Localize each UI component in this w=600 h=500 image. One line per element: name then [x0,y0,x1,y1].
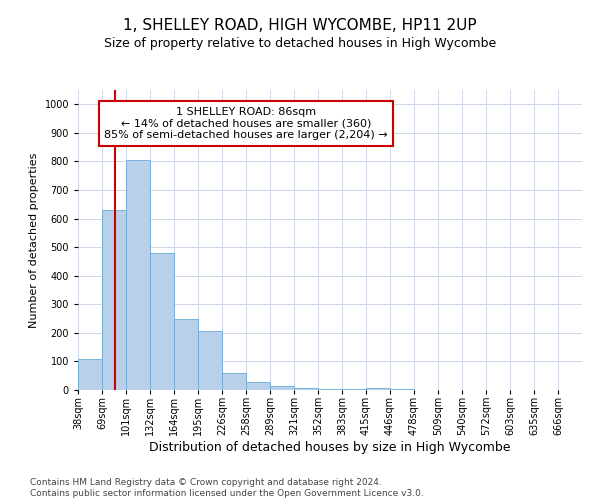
Bar [270,386,294,390]
Bar [294,388,318,390]
Bar [126,160,150,390]
Bar [78,358,102,390]
Text: 1, SHELLEY ROAD, HIGH WYCOMBE, HP11 2UP: 1, SHELLEY ROAD, HIGH WYCOMBE, HP11 2UP [123,18,477,32]
Bar [318,388,342,390]
Text: 1 SHELLEY ROAD: 86sqm
← 14% of detached houses are smaller (360)
85% of semi-det: 1 SHELLEY ROAD: 86sqm ← 14% of detached … [104,107,388,140]
Bar [102,210,126,390]
Bar [150,253,174,390]
Y-axis label: Number of detached properties: Number of detached properties [29,152,39,328]
Text: Contains HM Land Registry data © Crown copyright and database right 2024.
Contai: Contains HM Land Registry data © Crown c… [30,478,424,498]
X-axis label: Distribution of detached houses by size in High Wycombe: Distribution of detached houses by size … [149,440,511,454]
Text: Size of property relative to detached houses in High Wycombe: Size of property relative to detached ho… [104,38,496,51]
Bar [174,318,198,390]
Bar [246,382,270,390]
Bar [342,389,366,390]
Bar [222,373,246,390]
Bar [366,388,390,390]
Bar [198,332,222,390]
